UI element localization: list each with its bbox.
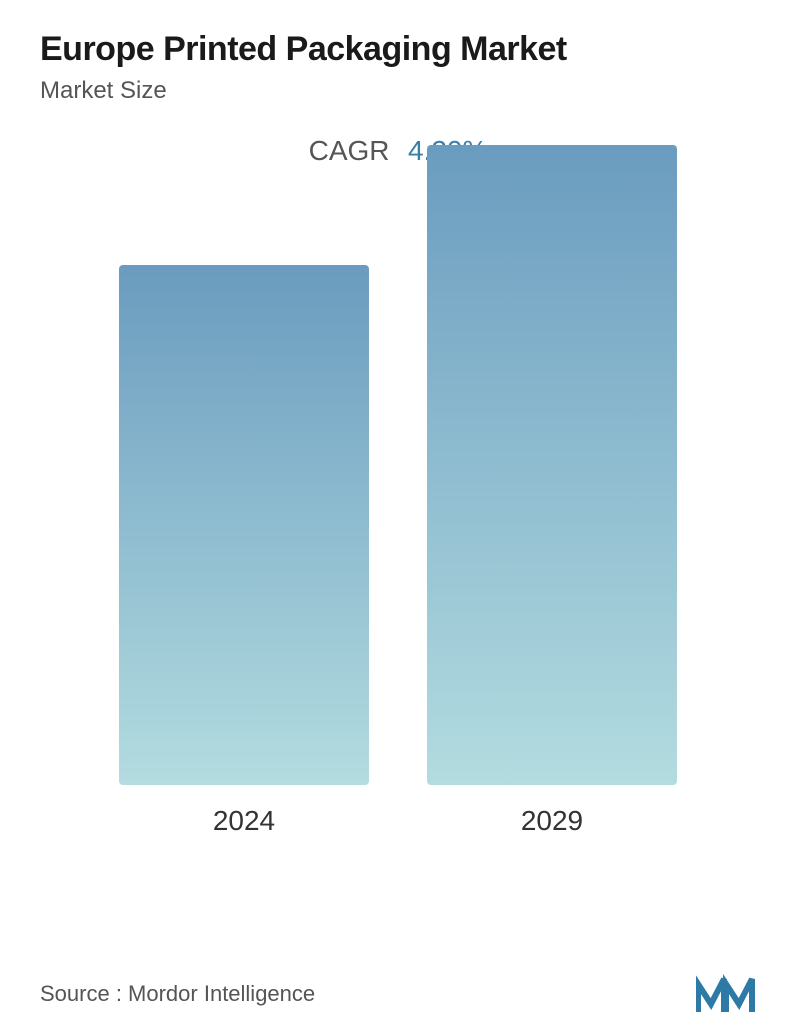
- bar-label-2024: 2024: [213, 805, 275, 837]
- chart-footer: Source : Mordor Intelligence: [40, 974, 756, 1014]
- source-text: Source : Mordor Intelligence: [40, 981, 315, 1007]
- bars-wrapper: 2024 2029: [70, 197, 726, 837]
- bar-2024: [119, 265, 369, 785]
- chart-area: 2024 2029: [70, 197, 726, 897]
- bar-2029: [427, 145, 677, 785]
- chart-container: Europe Printed Packaging Market Market S…: [0, 0, 796, 1034]
- bar-label-2029: 2029: [521, 805, 583, 837]
- cagr-label: CAGR: [309, 135, 390, 166]
- mordor-logo-icon: [696, 974, 756, 1014]
- chart-subtitle: Market Size: [40, 77, 756, 105]
- bar-group-2024: 2024: [104, 265, 384, 837]
- chart-title: Europe Printed Packaging Market: [40, 30, 756, 69]
- bar-group-2029: 2029: [412, 145, 692, 837]
